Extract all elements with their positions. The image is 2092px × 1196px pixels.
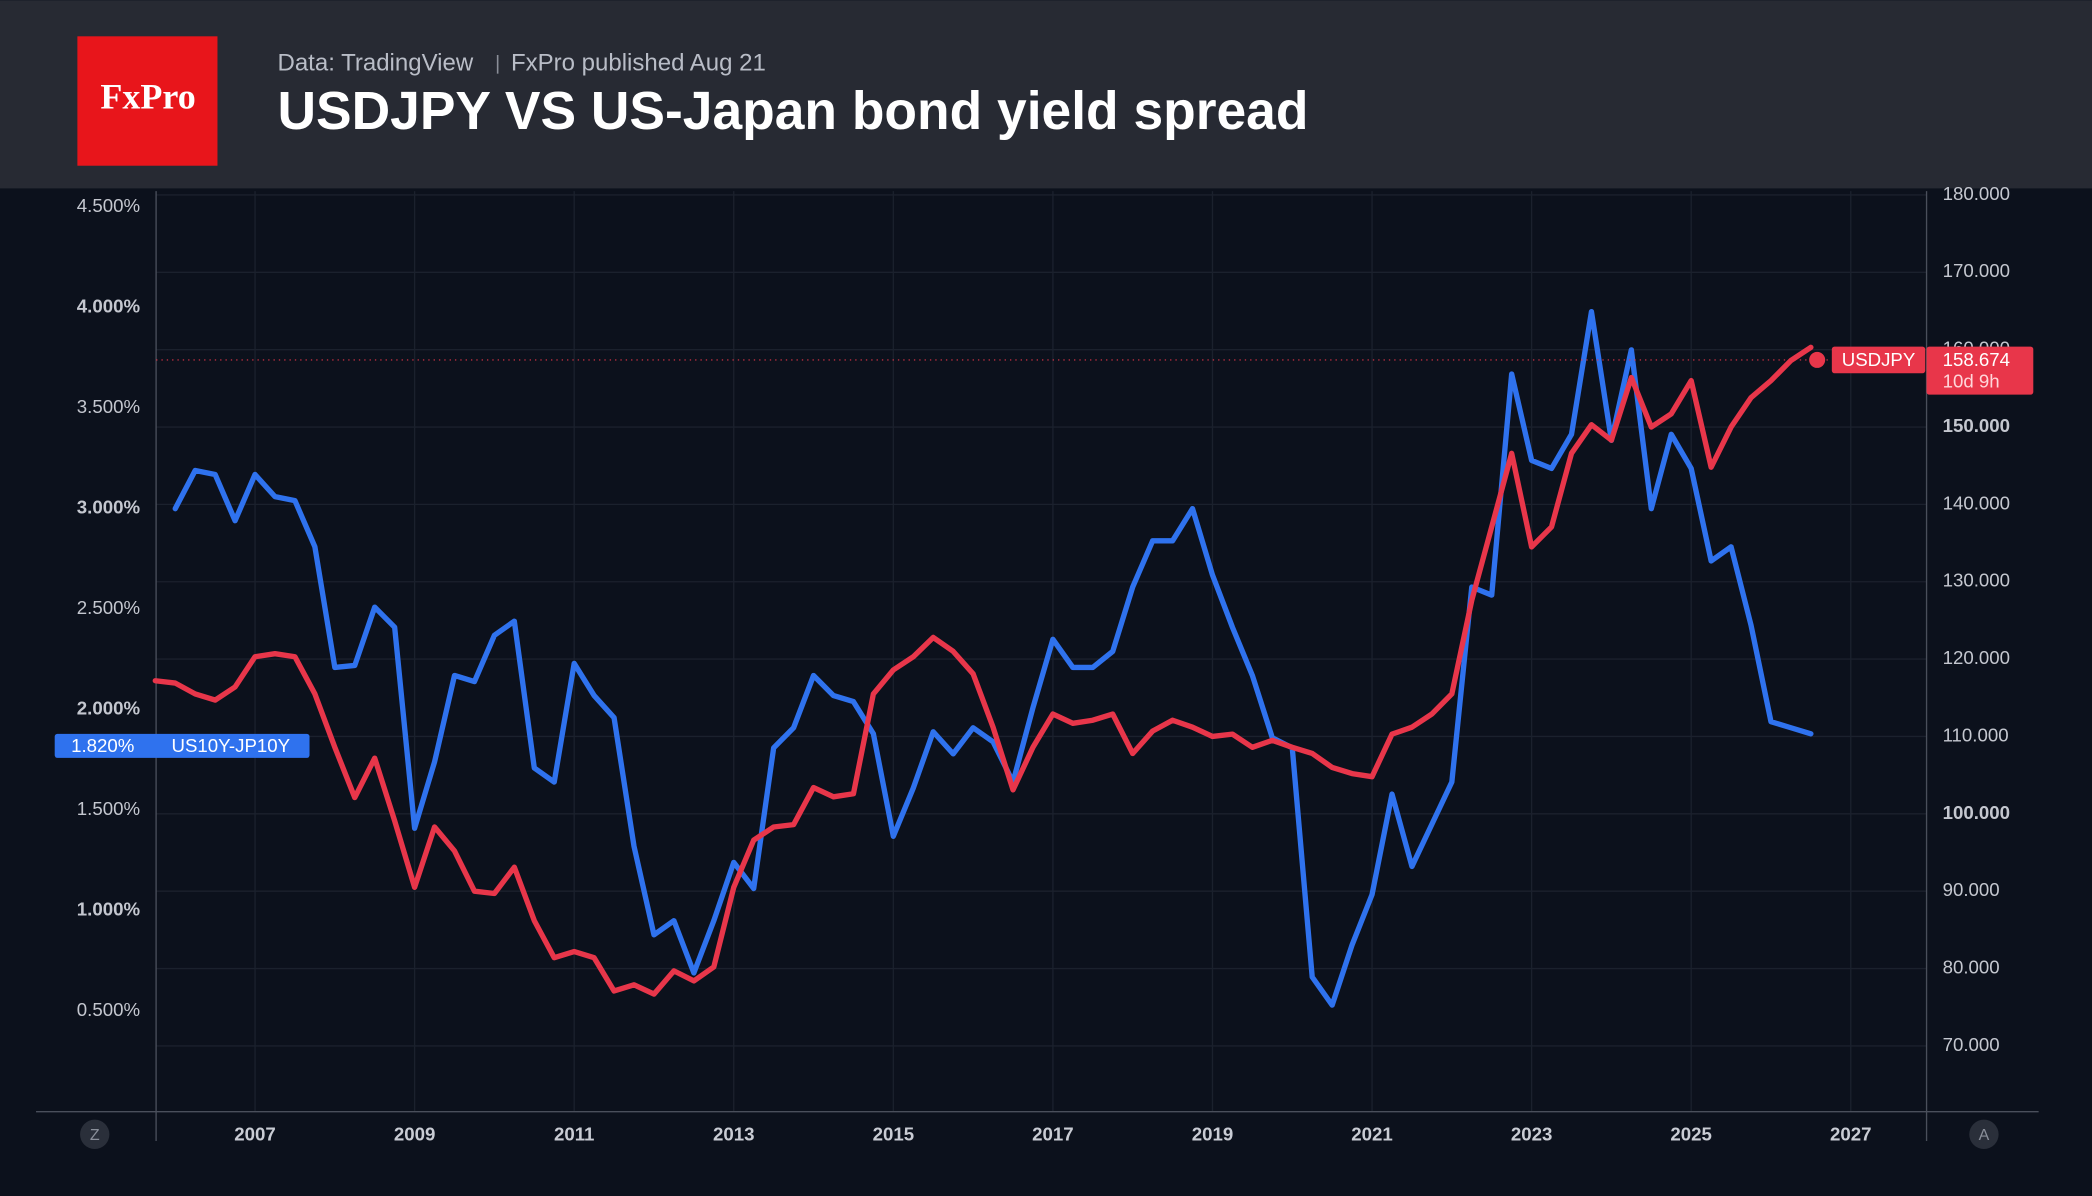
y2-tick-label: 110.000 <box>1943 724 2009 745</box>
y2-tick-label: 90.000 <box>1943 879 2000 900</box>
x-tick-label: 2025 <box>1670 1124 1712 1145</box>
x-tick-label: 2027 <box>1830 1124 1872 1145</box>
source: Data: TradingView <box>278 50 474 77</box>
y-tick-label: 1.000% <box>77 899 141 920</box>
series-line <box>152 344 1814 997</box>
y2-tick-label: 100.000 <box>1943 802 2010 823</box>
y-tick-label: 1.500% <box>77 798 140 819</box>
logo-box <box>77 36 218 166</box>
y2-tick-label: 70.000 <box>1943 1034 2000 1055</box>
y-tick-label: 4.000% <box>77 296 141 317</box>
chart-title: USDJPY VS US-Japan bond yield spread <box>278 82 1309 141</box>
scale-button-label[interactable]: Z <box>90 1127 100 1144</box>
x-tick-label: 2011 <box>554 1124 594 1145</box>
y-tick-label: 4.500% <box>77 195 140 216</box>
scale-button[interactable] <box>80 1119 110 1150</box>
y2-tick-label: 150.000 <box>1943 415 2010 436</box>
y2-tick-label: 80.000 <box>1943 956 2000 977</box>
x-tick-label: 2015 <box>873 1124 915 1145</box>
last-value-badge <box>54 733 310 758</box>
x-tick-label: 2021 <box>1351 1124 1393 1145</box>
y-tick-label: 2.000% <box>77 698 141 719</box>
x-tick-label: 2009 <box>394 1124 436 1145</box>
y-tick-label: 3.000% <box>77 497 141 518</box>
x-tick-label: 2017 <box>1032 1124 1074 1145</box>
y2-tick-label: 140.000 <box>1943 492 2010 513</box>
y2-tick-label: 170.000 <box>1943 260 2010 281</box>
logo: FxPro <box>100 77 195 117</box>
x-tick-label: 2019 <box>1192 1124 1234 1145</box>
x-tick-label: 2013 <box>713 1124 755 1145</box>
header <box>0 0 2092 189</box>
last-value-label: 158.674 <box>1943 349 2010 370</box>
x-tick-label: 2007 <box>234 1124 276 1145</box>
countdown-label: 10d 9h <box>1943 371 2000 392</box>
y-tick-label: 2.500% <box>77 597 140 618</box>
y2-tick-label: 120.000 <box>1943 647 2010 668</box>
scale-button-label[interactable]: A <box>1979 1127 1990 1144</box>
legend-label: US10Y-JP10Y <box>172 735 291 756</box>
y-tick-label: 0.500% <box>77 999 140 1020</box>
legend-badge <box>1831 346 1926 374</box>
scale-button[interactable] <box>1969 1119 1999 1150</box>
y2-tick-label: 130.000 <box>1943 570 2010 591</box>
last-value-label: 1.820% <box>71 735 134 756</box>
x-tick-label: 2023 <box>1511 1124 1553 1145</box>
price-dot <box>1809 351 1826 368</box>
last-value-badge <box>1926 346 2034 395</box>
publisher: FxPro published Aug 21 <box>511 50 766 77</box>
series-line <box>172 309 1814 1008</box>
y2-tick-label: 180.000 <box>1943 183 2010 204</box>
y-tick-label: 3.500% <box>77 396 140 417</box>
legend-label: USDJPY <box>1842 349 1916 370</box>
